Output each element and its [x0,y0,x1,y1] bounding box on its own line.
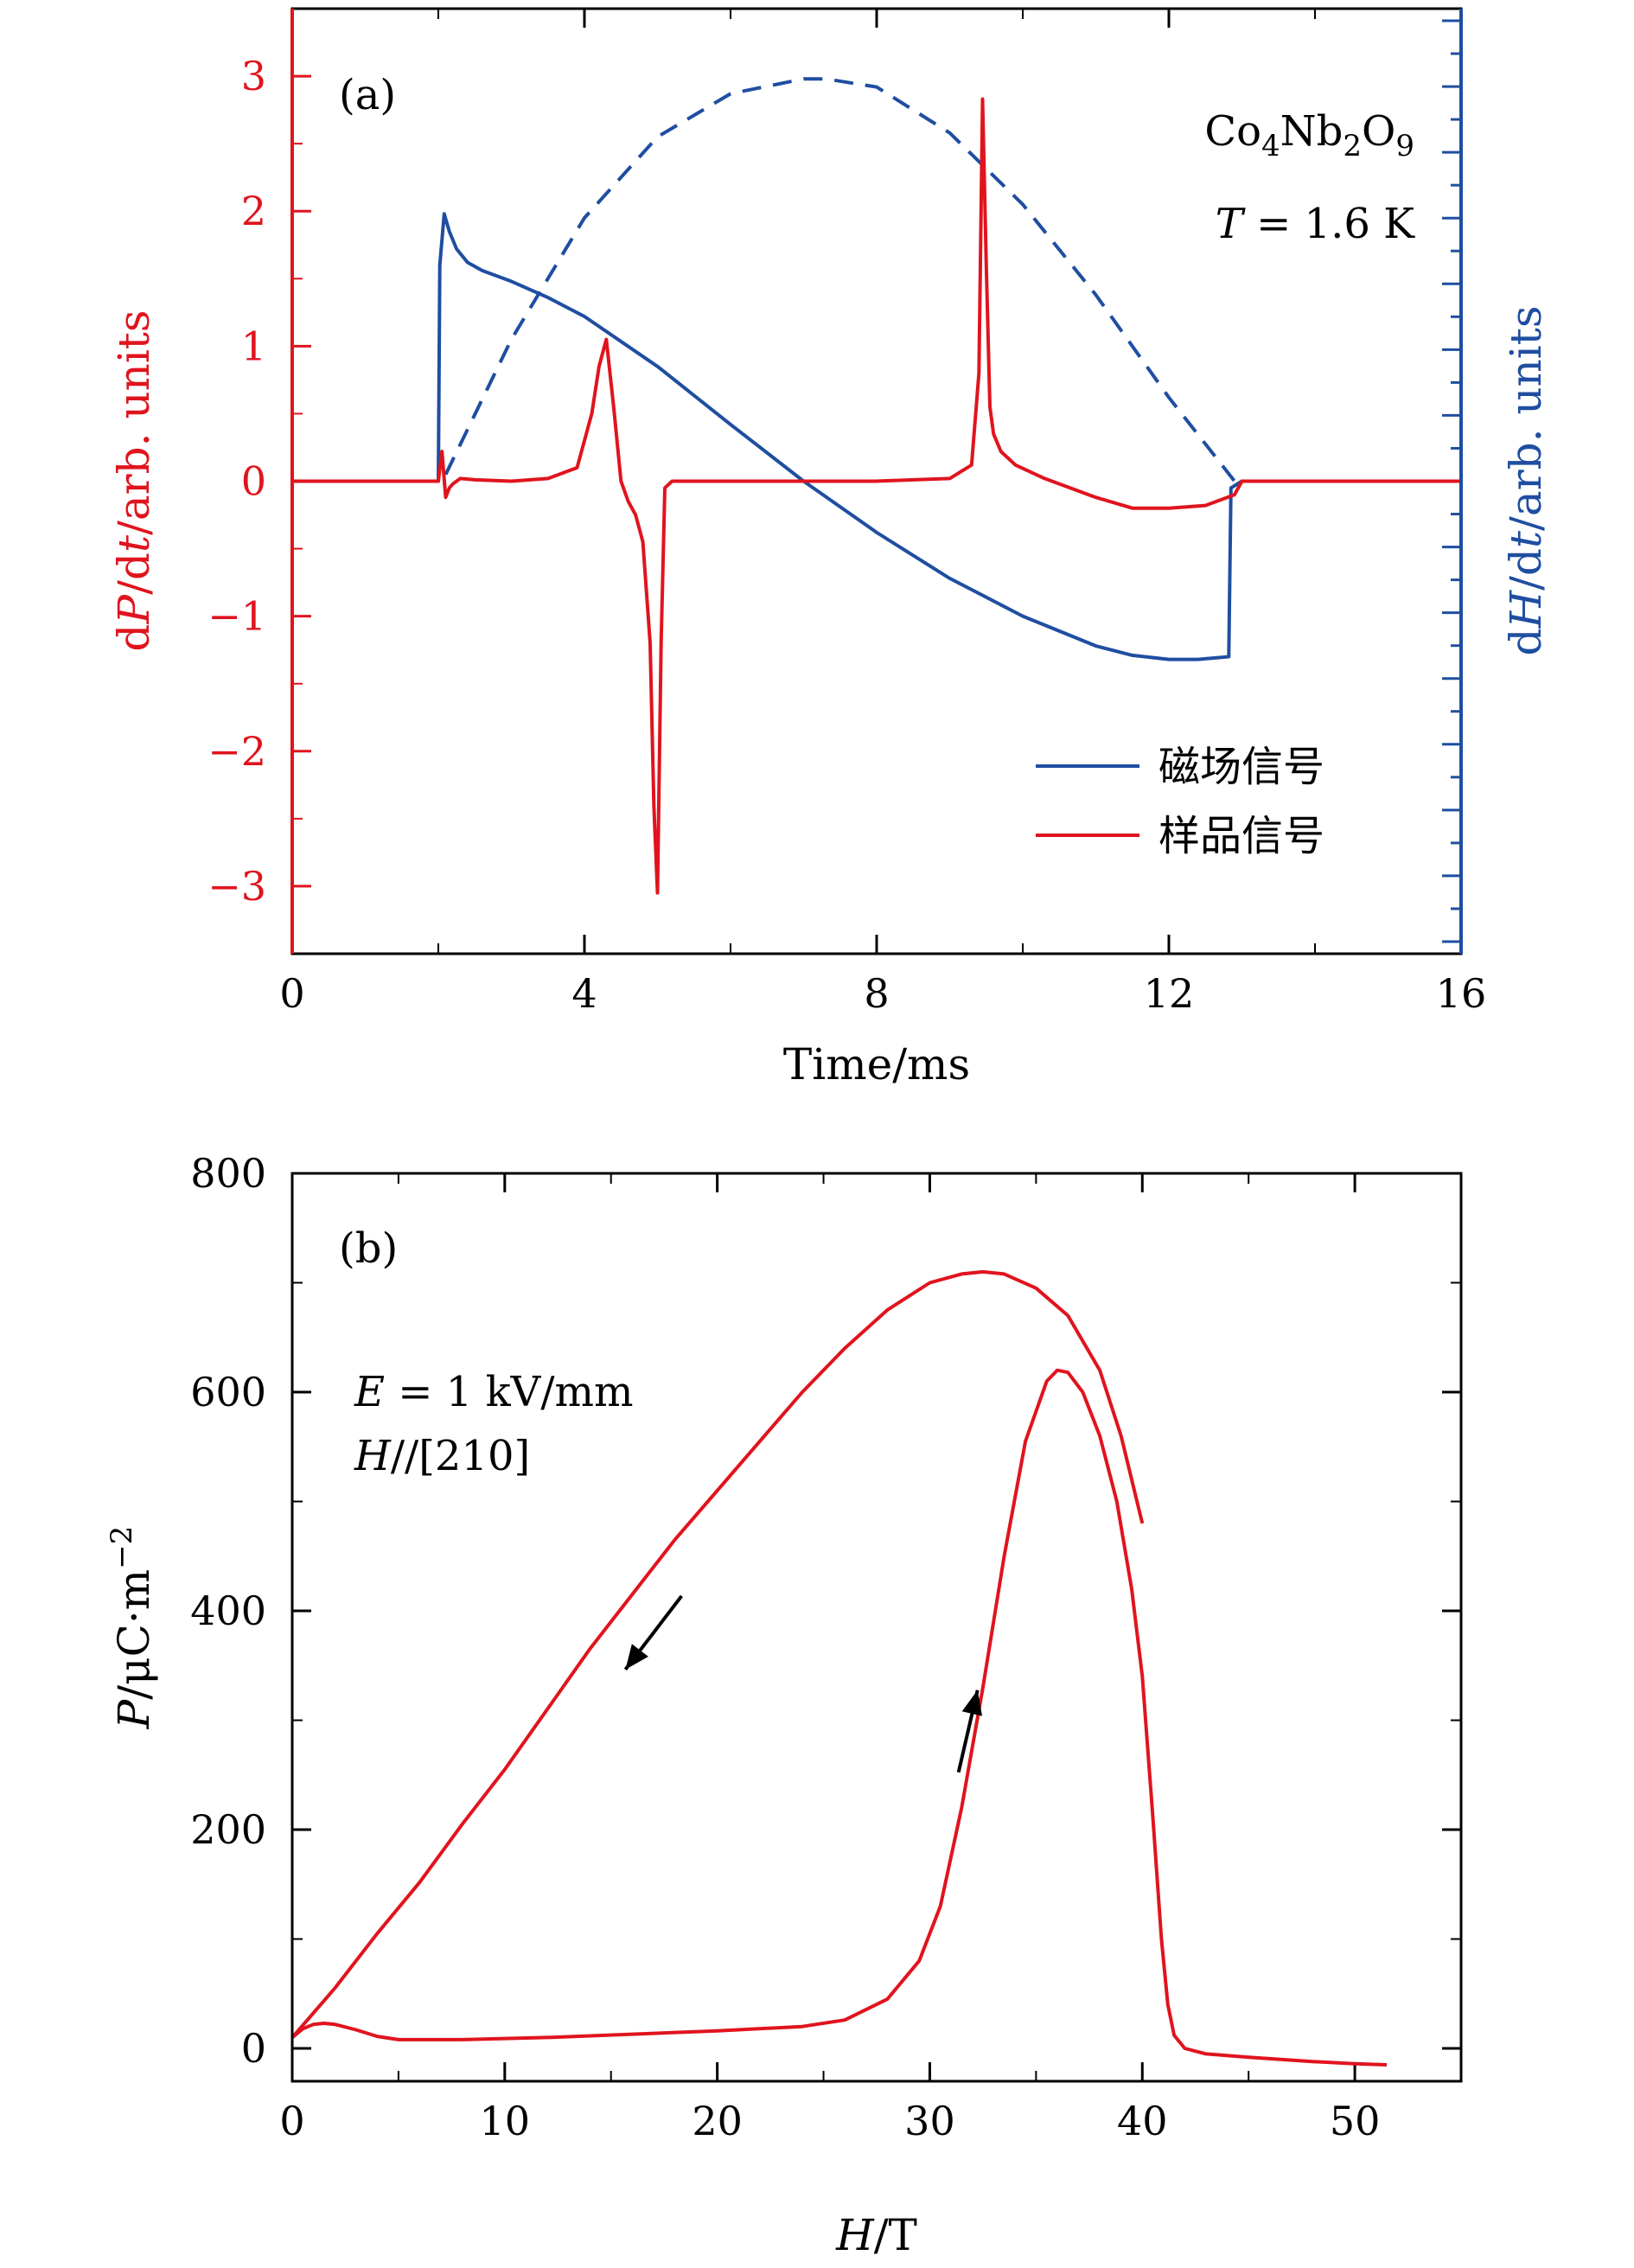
series-line-1 [292,212,1461,661]
panel-b-curves [290,1269,1388,2067]
a-y-tick-label: −3 [207,863,266,910]
b-x-tick-label: 50 [1330,2098,1381,2144]
b-y-tick-label: 800 [190,1150,266,1197]
arrow-head-up [961,1690,983,1716]
temperature-label: T = 1.6 K [1216,200,1415,248]
a-y-tick-label: 2 [241,188,266,234]
direction-condition-label: H//[210] [354,1432,530,1480]
b-x-tick-label: 20 [692,2098,743,2144]
a-y-tick-label: 0 [241,458,266,505]
panel-b-y-label: P/μC·m−2 [105,1526,159,1730]
panel-b-x-label: H/T [835,2210,917,2260]
b-y-tick-label: 200 [190,1806,266,1853]
hysteresis-down-sweep [290,1269,1145,2039]
panel-b: 0 10 20 30 40 50 0 200 400 600 800 (b) E = 1 kV/mm… [105,1150,1463,2260]
panel-a-label: (a) [339,71,396,119]
panel-b-frame [290,1172,1463,2083]
b-x-tick-label: 10 [480,2098,531,2144]
a-x-tick-label: 12 [1144,970,1195,1017]
panel-b-ticks [290,1172,1461,2081]
a-y-tick-label: −1 [207,593,266,640]
b-y-tick-label: 600 [190,1369,266,1415]
a-x-tick-label: 0 [279,970,304,1017]
series-line-3 [292,97,1461,895]
b-x-tick-label: 30 [904,2098,955,2144]
a-y-tick-label: −2 [207,728,266,775]
b-x-tick-label: 40 [1117,2098,1168,2144]
a-x-tick-label: 8 [864,970,889,1017]
panel-a-curves [292,77,1461,895]
panel-a-x-label: Time/ms [783,1039,970,1089]
b-x-tick-label: 0 [279,2098,304,2144]
arrow-head-down-left [625,1644,648,1670]
sweep-arrows [623,1594,983,1773]
panel-a-y-right-label: dH/dt/arb. units [1501,305,1551,655]
series-line-2 [444,77,1236,482]
a-x-tick-label: 16 [1436,970,1487,1017]
compound-label: Co4Nb2O9 [1204,107,1414,163]
a-y-tick-label: 3 [241,53,266,99]
hysteresis-up-sweep [290,1368,1388,2067]
b-y-tick-label: 0 [241,2025,266,2072]
a-x-tick-label: 4 [571,970,597,1017]
b-y-tick-label: 400 [190,1588,266,1634]
field-condition-label: E = 1 kV/mm [354,1368,634,1416]
panel-b-label: (b) [339,1224,398,1273]
legend-label-sample: 样品信号 [1158,812,1324,860]
panel-b-tick-labels: 0 10 20 30 40 50 0 200 400 600 800 [190,1150,1380,2144]
panel-a-y-left-label: dP/dt/arb. units [109,310,159,651]
legend-label-field: 磁场信号 [1158,743,1324,791]
a-y-tick-label: 1 [241,323,266,369]
legend: 磁场信号 样品信号 [1036,743,1324,860]
